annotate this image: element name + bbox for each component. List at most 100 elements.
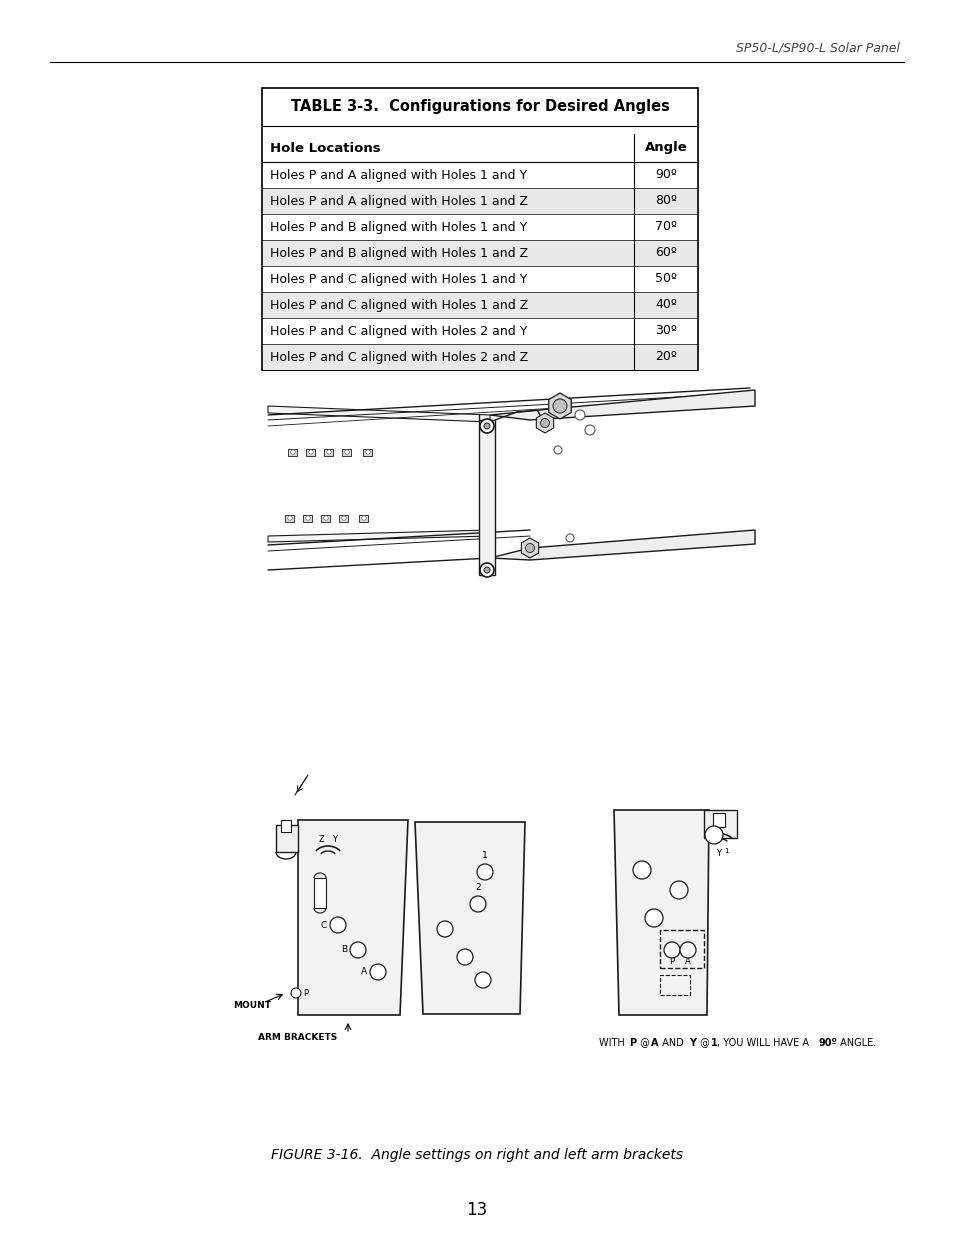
Bar [263, 291, 697, 317]
Text: Holes P and B aligned with Holes 1 and Z: Holes P and B aligned with Holes 1 and Z [270, 247, 528, 259]
Text: WITH: WITH [598, 1037, 627, 1049]
Text: Holes P and B aligned with Holes 1 and Y: Holes P and B aligned with Holes 1 and Y [270, 221, 527, 233]
Bar [324, 448, 334, 456]
Circle shape [476, 864, 493, 881]
Text: Z: Z [319, 836, 325, 845]
Text: 1: 1 [710, 1037, 717, 1049]
Text: FIGURE 3-16.  Angle settings on right and left arm brackets: FIGURE 3-16. Angle settings on right and… [271, 1149, 682, 1162]
Text: 90º: 90º [818, 1037, 837, 1049]
Text: 2: 2 [475, 883, 480, 892]
Text: 40º: 40º [655, 299, 677, 311]
Polygon shape [536, 412, 553, 433]
Text: Holes P and A aligned with Holes 1 and Y: Holes P and A aligned with Holes 1 and Y [270, 168, 527, 182]
Circle shape [644, 909, 662, 927]
Text: 13: 13 [466, 1200, 487, 1219]
Text: 80º: 80º [655, 194, 677, 207]
Text: AND: AND [659, 1037, 686, 1049]
Bar [263, 188, 697, 214]
Circle shape [669, 881, 687, 899]
Bar [288, 448, 297, 456]
Bar [281, 820, 291, 832]
Bar [321, 515, 330, 521]
Bar [659, 930, 703, 968]
Circle shape [679, 942, 696, 958]
Circle shape [704, 826, 722, 844]
Bar [712, 813, 724, 827]
Circle shape [475, 972, 491, 988]
Circle shape [330, 918, 346, 932]
Circle shape [565, 534, 574, 542]
Circle shape [309, 450, 313, 454]
Circle shape [554, 446, 561, 454]
Text: B: B [340, 946, 347, 955]
Text: P: P [628, 1037, 636, 1049]
Circle shape [479, 563, 494, 577]
Text: 90º: 90º [655, 168, 677, 182]
Text: , YOU WILL HAVE A: , YOU WILL HAVE A [717, 1037, 811, 1049]
Text: ARM BRACKETS: ARM BRACKETS [257, 1032, 337, 1041]
Bar [263, 345, 697, 370]
Polygon shape [275, 825, 297, 852]
Circle shape [327, 450, 331, 454]
Circle shape [633, 861, 650, 879]
Bar [303, 515, 313, 521]
Text: Holes P and C aligned with Holes 1 and Z: Holes P and C aligned with Holes 1 and Z [270, 299, 528, 311]
Circle shape [525, 543, 534, 552]
Text: SP50-L/SP90-L Solar Panel: SP50-L/SP90-L Solar Panel [735, 42, 899, 54]
Circle shape [291, 450, 294, 454]
Text: P: P [669, 957, 674, 967]
Circle shape [288, 516, 292, 520]
Bar [363, 448, 372, 456]
Text: 30º: 30º [655, 325, 677, 337]
Polygon shape [478, 420, 495, 576]
Circle shape [483, 567, 490, 573]
Text: Holes P and C aligned with Holes 2 and Z: Holes P and C aligned with Holes 2 and Z [270, 351, 528, 363]
Polygon shape [490, 530, 754, 559]
Polygon shape [297, 820, 408, 1015]
Text: Y: Y [716, 850, 720, 858]
Circle shape [479, 419, 494, 433]
Text: 50º: 50º [655, 273, 677, 285]
Circle shape [575, 410, 584, 420]
Text: TABLE 3-3.  Configurations for Desired Angles: TABLE 3-3. Configurations for Desired An… [291, 100, 669, 115]
Text: 60º: 60º [655, 247, 677, 259]
Circle shape [365, 450, 370, 454]
Circle shape [341, 516, 346, 520]
Circle shape [584, 425, 595, 435]
Circle shape [361, 516, 366, 520]
Circle shape [436, 921, 453, 937]
Circle shape [483, 424, 490, 429]
Text: Holes P and C aligned with Holes 2 and Y: Holes P and C aligned with Holes 2 and Y [270, 325, 527, 337]
Bar [306, 448, 315, 456]
Bar [285, 515, 294, 521]
Text: 20º: 20º [655, 351, 677, 363]
Circle shape [456, 948, 473, 965]
Circle shape [470, 897, 485, 911]
Text: Y: Y [688, 1037, 696, 1049]
Text: 1: 1 [723, 848, 727, 853]
Circle shape [291, 988, 301, 998]
Text: C: C [320, 920, 327, 930]
Bar [359, 515, 368, 521]
Text: A: A [650, 1037, 658, 1049]
Circle shape [306, 516, 310, 520]
Text: A: A [684, 957, 690, 967]
Text: ANGLE.: ANGLE. [836, 1037, 876, 1049]
Polygon shape [268, 530, 490, 542]
Polygon shape [415, 823, 524, 1014]
Circle shape [553, 399, 566, 412]
Polygon shape [548, 393, 571, 419]
Text: @: @ [697, 1037, 712, 1049]
Bar [263, 240, 697, 266]
Polygon shape [703, 810, 737, 839]
Circle shape [344, 450, 349, 454]
Bar [339, 515, 348, 521]
Polygon shape [614, 810, 708, 1015]
Bar [262, 88, 698, 370]
Text: A: A [360, 967, 367, 977]
Text: 1: 1 [481, 851, 487, 860]
Bar [659, 974, 689, 995]
Polygon shape [490, 390, 754, 420]
Text: P: P [303, 988, 308, 998]
Text: Holes P and C aligned with Holes 1 and Y: Holes P and C aligned with Holes 1 and Y [270, 273, 527, 285]
